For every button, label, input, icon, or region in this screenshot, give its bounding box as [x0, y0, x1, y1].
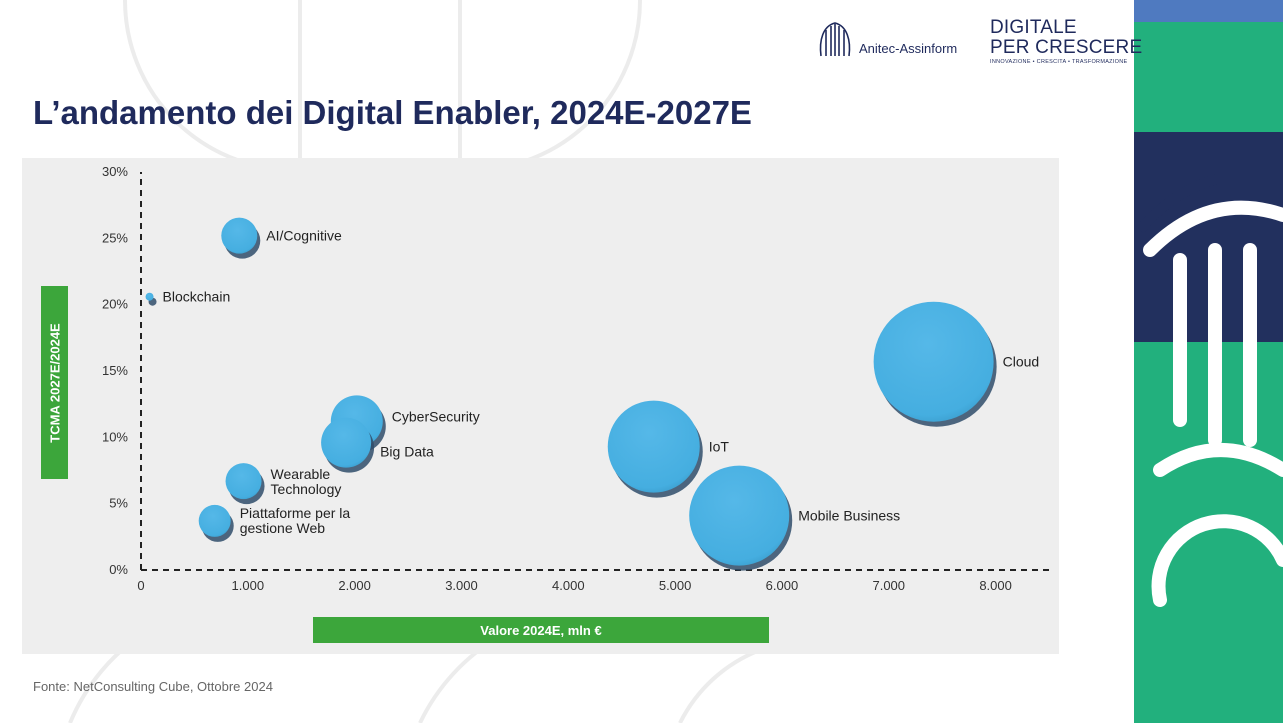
source-note: Fonte: NetConsulting Cube, Ottobre 2024 — [33, 679, 273, 694]
y-tick-label: 20% — [102, 297, 128, 312]
y-axis-label: TCMA 2027E/2024E — [47, 322, 62, 443]
y-tick-label: 15% — [102, 363, 128, 378]
data-label: Piattaforme per la gestione Web — [240, 505, 351, 536]
chart-panel — [22, 158, 1059, 654]
x-tick-label: 7.000 — [872, 578, 905, 593]
x-tick-label: 5.000 — [659, 578, 692, 593]
data-label: Blockchain — [163, 289, 231, 305]
y-tick-label: 0% — [109, 562, 128, 577]
bubble-chart: 0% 5% 10% 15% 20% 25% 30% 0 1.000 2.000 3.000 4.000… — [102, 164, 1049, 593]
anitec-assinform-name: Anitec-Assinform — [859, 41, 958, 56]
x-axis-label: Valore 2024E, mln € — [480, 622, 602, 638]
y-tick-label: 25% — [102, 230, 128, 245]
data-bubble — [873, 301, 994, 422]
x-axis-label-box: Valore 2024E, mln € — [313, 617, 769, 643]
anitec-emblem-icon — [819, 22, 851, 57]
data-bubble — [198, 504, 231, 537]
data-label: Mobile Business — [798, 508, 900, 524]
y-axis-label-box: TCMA 2027E/2024E — [41, 286, 68, 479]
data-bubble — [689, 465, 790, 566]
anitec-assinform-logo: Anitec-Assinform — [817, 18, 957, 58]
data-bubble — [225, 463, 262, 500]
x-tick-label: 3.000 — [445, 578, 478, 593]
data-label: Cloud — [1003, 354, 1040, 370]
dpc-tagline: INNOVAZIONE • CRESCITA • TRASFORMAZIONE — [990, 59, 1128, 65]
data-label: Big Data — [380, 444, 434, 460]
data-bubble — [607, 400, 700, 493]
dpc-line-1: DIGITALE — [990, 17, 1077, 38]
x-tick-label: 4.000 — [552, 578, 585, 593]
data-bubble — [221, 217, 258, 254]
x-tick-label: 2.000 — [338, 578, 371, 593]
data-label: AI/Cognitive — [266, 228, 342, 244]
y-tick-label: 30% — [102, 164, 128, 179]
data-bubble — [321, 417, 372, 468]
digitale-per-crescere-logo: DIGITALE PER CRESCERE INNOVAZIONE • CRES… — [990, 17, 1143, 66]
x-tick-label: 8.000 — [979, 578, 1012, 593]
x-tick-label: 6.000 — [766, 578, 799, 593]
data-label: Wearable Technology — [271, 466, 342, 497]
x-tick-label: 0 — [137, 578, 144, 593]
data-label: CyberSecurity — [392, 408, 480, 424]
data-bubble — [145, 292, 154, 301]
y-tick-label: 5% — [109, 496, 128, 511]
dpc-line-2: PER CRESCERE — [990, 37, 1143, 58]
x-tick-label: 1.000 — [232, 578, 265, 593]
data-label: IoT — [709, 439, 730, 455]
slide-title: L’andamento dei Digital Enabler, 2024E-2… — [33, 94, 752, 131]
y-tick-label: 10% — [102, 429, 128, 444]
